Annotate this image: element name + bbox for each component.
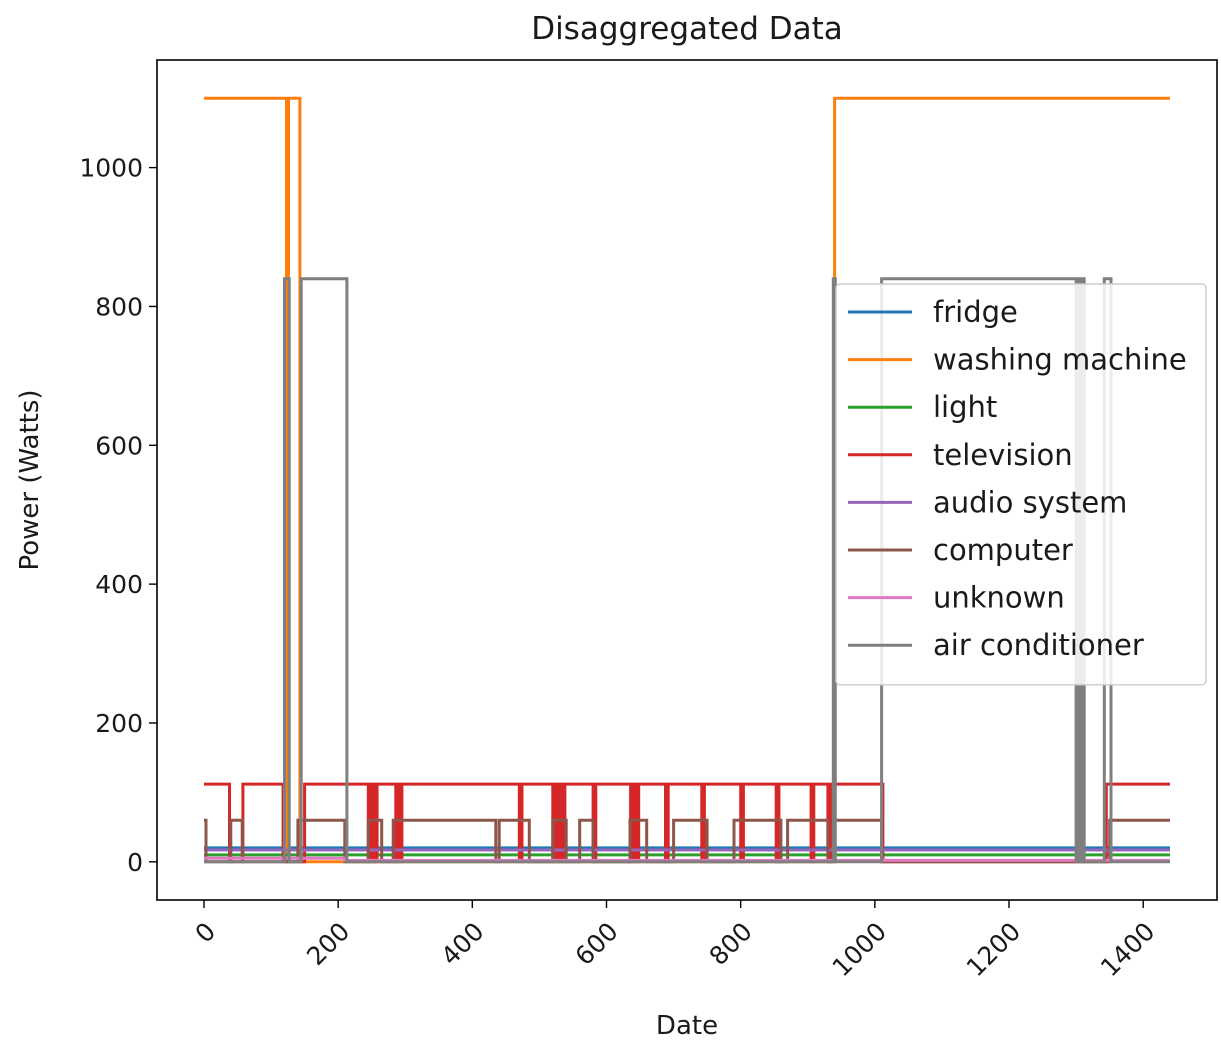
legend-label: television (933, 438, 1073, 472)
legend-box (835, 283, 1207, 686)
chart-title: Disaggregated Data (531, 11, 843, 47)
legend-label: unknown (933, 581, 1065, 615)
plot-frame (156, 59, 1218, 901)
x-axis-label: Date (656, 1011, 718, 1041)
legend-label: computer (933, 533, 1073, 567)
y-tick-label: 200 (95, 709, 143, 738)
y-tick-label: 600 (95, 431, 143, 460)
y-tick-label: 800 (95, 292, 143, 321)
legend-label: fridge (933, 295, 1018, 329)
y-axis-label: Power (Watts) (15, 389, 45, 570)
legend-label: audio system (933, 485, 1127, 519)
legend: fridge washing machine light television audi… (835, 283, 1207, 686)
series-line-air-conditioner (204, 277, 1170, 864)
y-tick-label: 0 (127, 848, 143, 877)
y-tick-label: 400 (95, 570, 143, 599)
y-tick-label: 1000 (79, 154, 143, 183)
legend-label: light (933, 390, 997, 424)
series-layer (204, 96, 1170, 864)
legend-label: air conditioner (933, 628, 1144, 662)
legend-label: washing machine (933, 343, 1187, 377)
